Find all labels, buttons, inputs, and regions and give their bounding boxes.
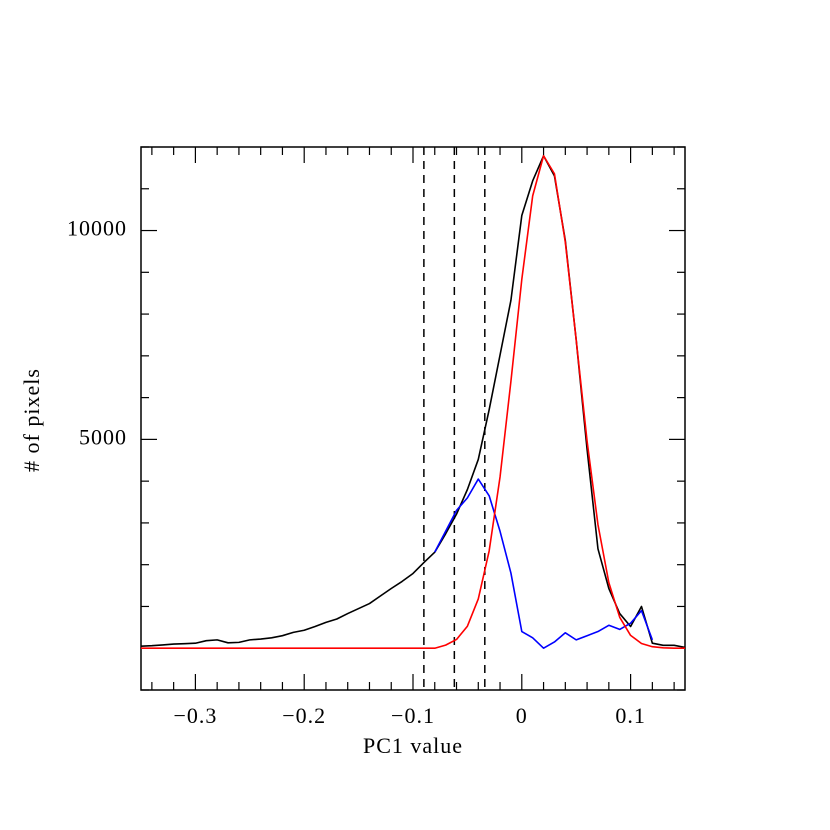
plot-frame: [140, 146, 686, 691]
x-tick-label: 0: [516, 703, 528, 728]
y-tick-label: 10000: [67, 216, 127, 241]
x-tick-label: −0.2: [282, 703, 326, 728]
series-line: [140, 154, 686, 649]
series-line: [434, 478, 654, 650]
y-tick-label: 5000: [79, 424, 127, 449]
x-tick-label: −0.1: [391, 703, 435, 728]
x-tick-label: −0.3: [173, 703, 217, 728]
series-line: [141, 154, 685, 650]
y-axis-label: # of pixels: [19, 368, 44, 472]
x-tick-label: 0.1: [615, 703, 646, 728]
x-axis-label: PC1 value: [363, 733, 463, 758]
